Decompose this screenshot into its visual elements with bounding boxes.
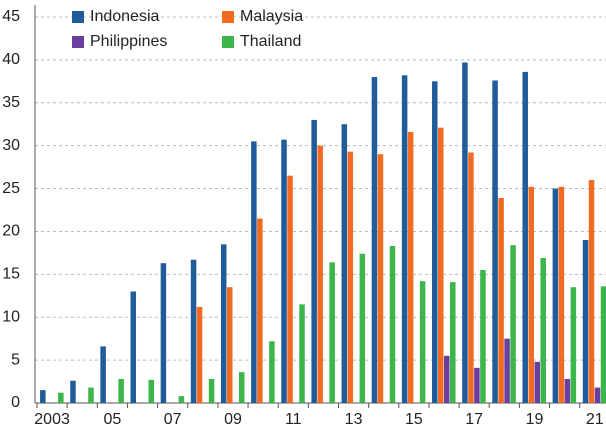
y-tick-label: 0 xyxy=(11,394,20,411)
bar xyxy=(582,240,589,403)
x-tick-label: 21 xyxy=(586,411,604,428)
bar xyxy=(269,341,275,403)
bar xyxy=(40,390,46,403)
bar xyxy=(58,392,64,403)
bar xyxy=(329,262,335,403)
bar xyxy=(474,367,480,403)
bar xyxy=(594,387,601,403)
bar xyxy=(510,245,516,403)
x-tick-label: 11 xyxy=(285,411,302,428)
bar xyxy=(462,62,468,404)
bar xyxy=(419,281,426,403)
bar xyxy=(208,378,215,403)
bar xyxy=(100,346,106,403)
bar xyxy=(178,396,185,403)
legend-swatch xyxy=(222,36,234,48)
y-tick-label: 40 xyxy=(2,51,20,68)
bar xyxy=(238,372,245,403)
x-tick-label: 15 xyxy=(405,411,423,428)
bar xyxy=(287,175,293,403)
bar xyxy=(564,378,571,403)
x-tick-label: 2003 xyxy=(34,411,70,428)
bar xyxy=(600,286,606,403)
x-tick-label: 05 xyxy=(103,411,121,428)
bar xyxy=(540,258,546,403)
bar xyxy=(444,355,450,403)
y-tick-label: 25 xyxy=(2,180,20,197)
bar xyxy=(371,77,378,404)
legend-label: Thailand xyxy=(240,33,301,50)
legend-label: Malaysia xyxy=(240,8,303,25)
bar xyxy=(588,179,595,403)
bar xyxy=(220,244,227,403)
bar xyxy=(377,154,384,403)
y-tick-label: 5 xyxy=(11,351,20,368)
y-tick-label: 15 xyxy=(2,266,20,283)
bar xyxy=(347,151,354,403)
y-tick-label: 45 xyxy=(2,8,20,25)
x-tick-label: 09 xyxy=(224,411,242,428)
y-tick-label: 10 xyxy=(2,308,20,325)
bar xyxy=(389,246,396,403)
x-tick-label: 19 xyxy=(526,411,544,428)
bar xyxy=(70,380,76,403)
bar xyxy=(190,259,197,403)
bar xyxy=(317,145,323,403)
bar xyxy=(130,291,137,403)
bar xyxy=(522,71,528,404)
bar xyxy=(558,186,565,403)
bar xyxy=(148,379,155,403)
bar xyxy=(196,306,203,403)
legend-swatch xyxy=(72,11,84,23)
bar xyxy=(160,263,167,403)
legend-label: Philippines xyxy=(90,33,167,50)
bar xyxy=(407,131,414,404)
bar xyxy=(257,218,263,403)
bar xyxy=(281,139,287,403)
bar xyxy=(498,197,504,403)
bar xyxy=(299,304,305,403)
bar xyxy=(118,378,124,403)
legend-swatch xyxy=(72,36,84,48)
bar xyxy=(359,253,366,403)
x-tick-label: 13 xyxy=(345,411,363,428)
x-tick-label: 17 xyxy=(465,411,483,428)
bar xyxy=(504,338,510,403)
bar xyxy=(226,287,233,403)
bar xyxy=(552,188,559,403)
bar xyxy=(492,80,498,403)
bar xyxy=(401,75,408,403)
bar xyxy=(251,141,257,403)
x-tick-label: 07 xyxy=(164,411,182,428)
bar xyxy=(438,127,444,404)
bar xyxy=(570,287,577,403)
bar xyxy=(480,270,486,403)
y-tick-label: 20 xyxy=(2,223,20,240)
y-tick-label: 30 xyxy=(2,137,20,154)
bar xyxy=(534,361,540,403)
bar xyxy=(468,152,474,403)
bar xyxy=(311,119,317,403)
bar xyxy=(341,124,348,403)
bar xyxy=(432,81,438,403)
bar xyxy=(528,186,534,403)
y-tick-label: 35 xyxy=(2,94,20,111)
bar xyxy=(450,282,456,403)
bar xyxy=(88,387,94,403)
legend-swatch xyxy=(222,11,234,23)
legend-label: Indonesia xyxy=(90,8,159,25)
